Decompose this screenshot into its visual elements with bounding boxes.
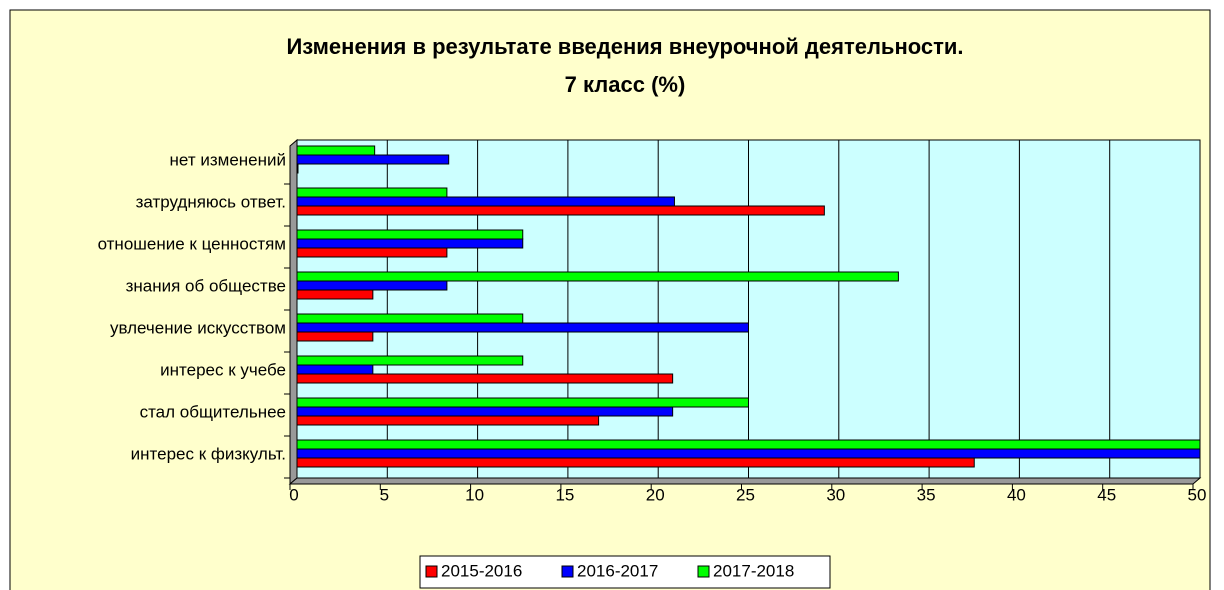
bar xyxy=(296,163,299,174)
bar xyxy=(296,238,524,249)
bar xyxy=(296,415,600,426)
y-tick-label: нет изменений xyxy=(170,150,286,169)
y-tick-label: увлечение искусством xyxy=(110,318,286,337)
chart-title: Изменения в результате введения внеурочн… xyxy=(286,34,963,59)
bar xyxy=(296,406,674,417)
x-tick-label: 10 xyxy=(465,485,484,504)
legend-swatch xyxy=(425,565,438,578)
x-tick-label: 45 xyxy=(1097,485,1116,504)
x-tick-label: 15 xyxy=(555,485,574,504)
bar xyxy=(296,271,899,282)
legend-label: 2017-2018 xyxy=(713,561,794,580)
legend-swatch xyxy=(697,565,710,578)
bar xyxy=(296,196,675,207)
x-tick-label: 5 xyxy=(380,485,389,504)
bar xyxy=(296,313,524,324)
x-tick-label: 20 xyxy=(646,485,665,504)
x-tick-label: 50 xyxy=(1188,485,1207,504)
bar xyxy=(296,331,374,342)
bar xyxy=(296,145,376,156)
bar xyxy=(296,322,749,333)
x-tick-label: 30 xyxy=(826,485,845,504)
bar xyxy=(296,439,1201,450)
bar xyxy=(296,229,524,240)
legend-swatch xyxy=(561,565,574,578)
y-tick-label: стал общительнее xyxy=(140,402,286,421)
y-tick-label: интерес к физкульт. xyxy=(131,444,286,463)
x-tick-label: 35 xyxy=(917,485,936,504)
bar xyxy=(296,397,749,408)
legend xyxy=(419,555,831,589)
bar xyxy=(296,364,374,375)
bar xyxy=(296,280,448,291)
x-tick-label: 0 xyxy=(289,485,298,504)
legend-label: 2015-2016 xyxy=(441,561,522,580)
floor xyxy=(288,477,1202,485)
bar xyxy=(296,355,524,366)
y-tick-label: знания об обществе xyxy=(126,276,286,295)
y-tick-label: интерес к учебе xyxy=(160,360,286,379)
chart-subtitle: 7 класс (%) xyxy=(565,72,686,97)
legend-label: 2016-2017 xyxy=(577,561,658,580)
x-tick-label: 25 xyxy=(736,485,755,504)
bar xyxy=(296,289,374,300)
y-tick-label: затрудняюсь ответ. xyxy=(136,192,286,211)
y-tick-label: отношение к ценностям xyxy=(98,234,286,253)
x-tick-label: 40 xyxy=(1007,485,1026,504)
bar xyxy=(296,457,975,468)
side-wall xyxy=(289,138,298,486)
bar xyxy=(296,187,448,198)
bar xyxy=(296,205,825,216)
bar xyxy=(296,154,450,165)
bar xyxy=(296,448,1201,459)
bar xyxy=(296,247,448,258)
bar xyxy=(296,373,674,384)
